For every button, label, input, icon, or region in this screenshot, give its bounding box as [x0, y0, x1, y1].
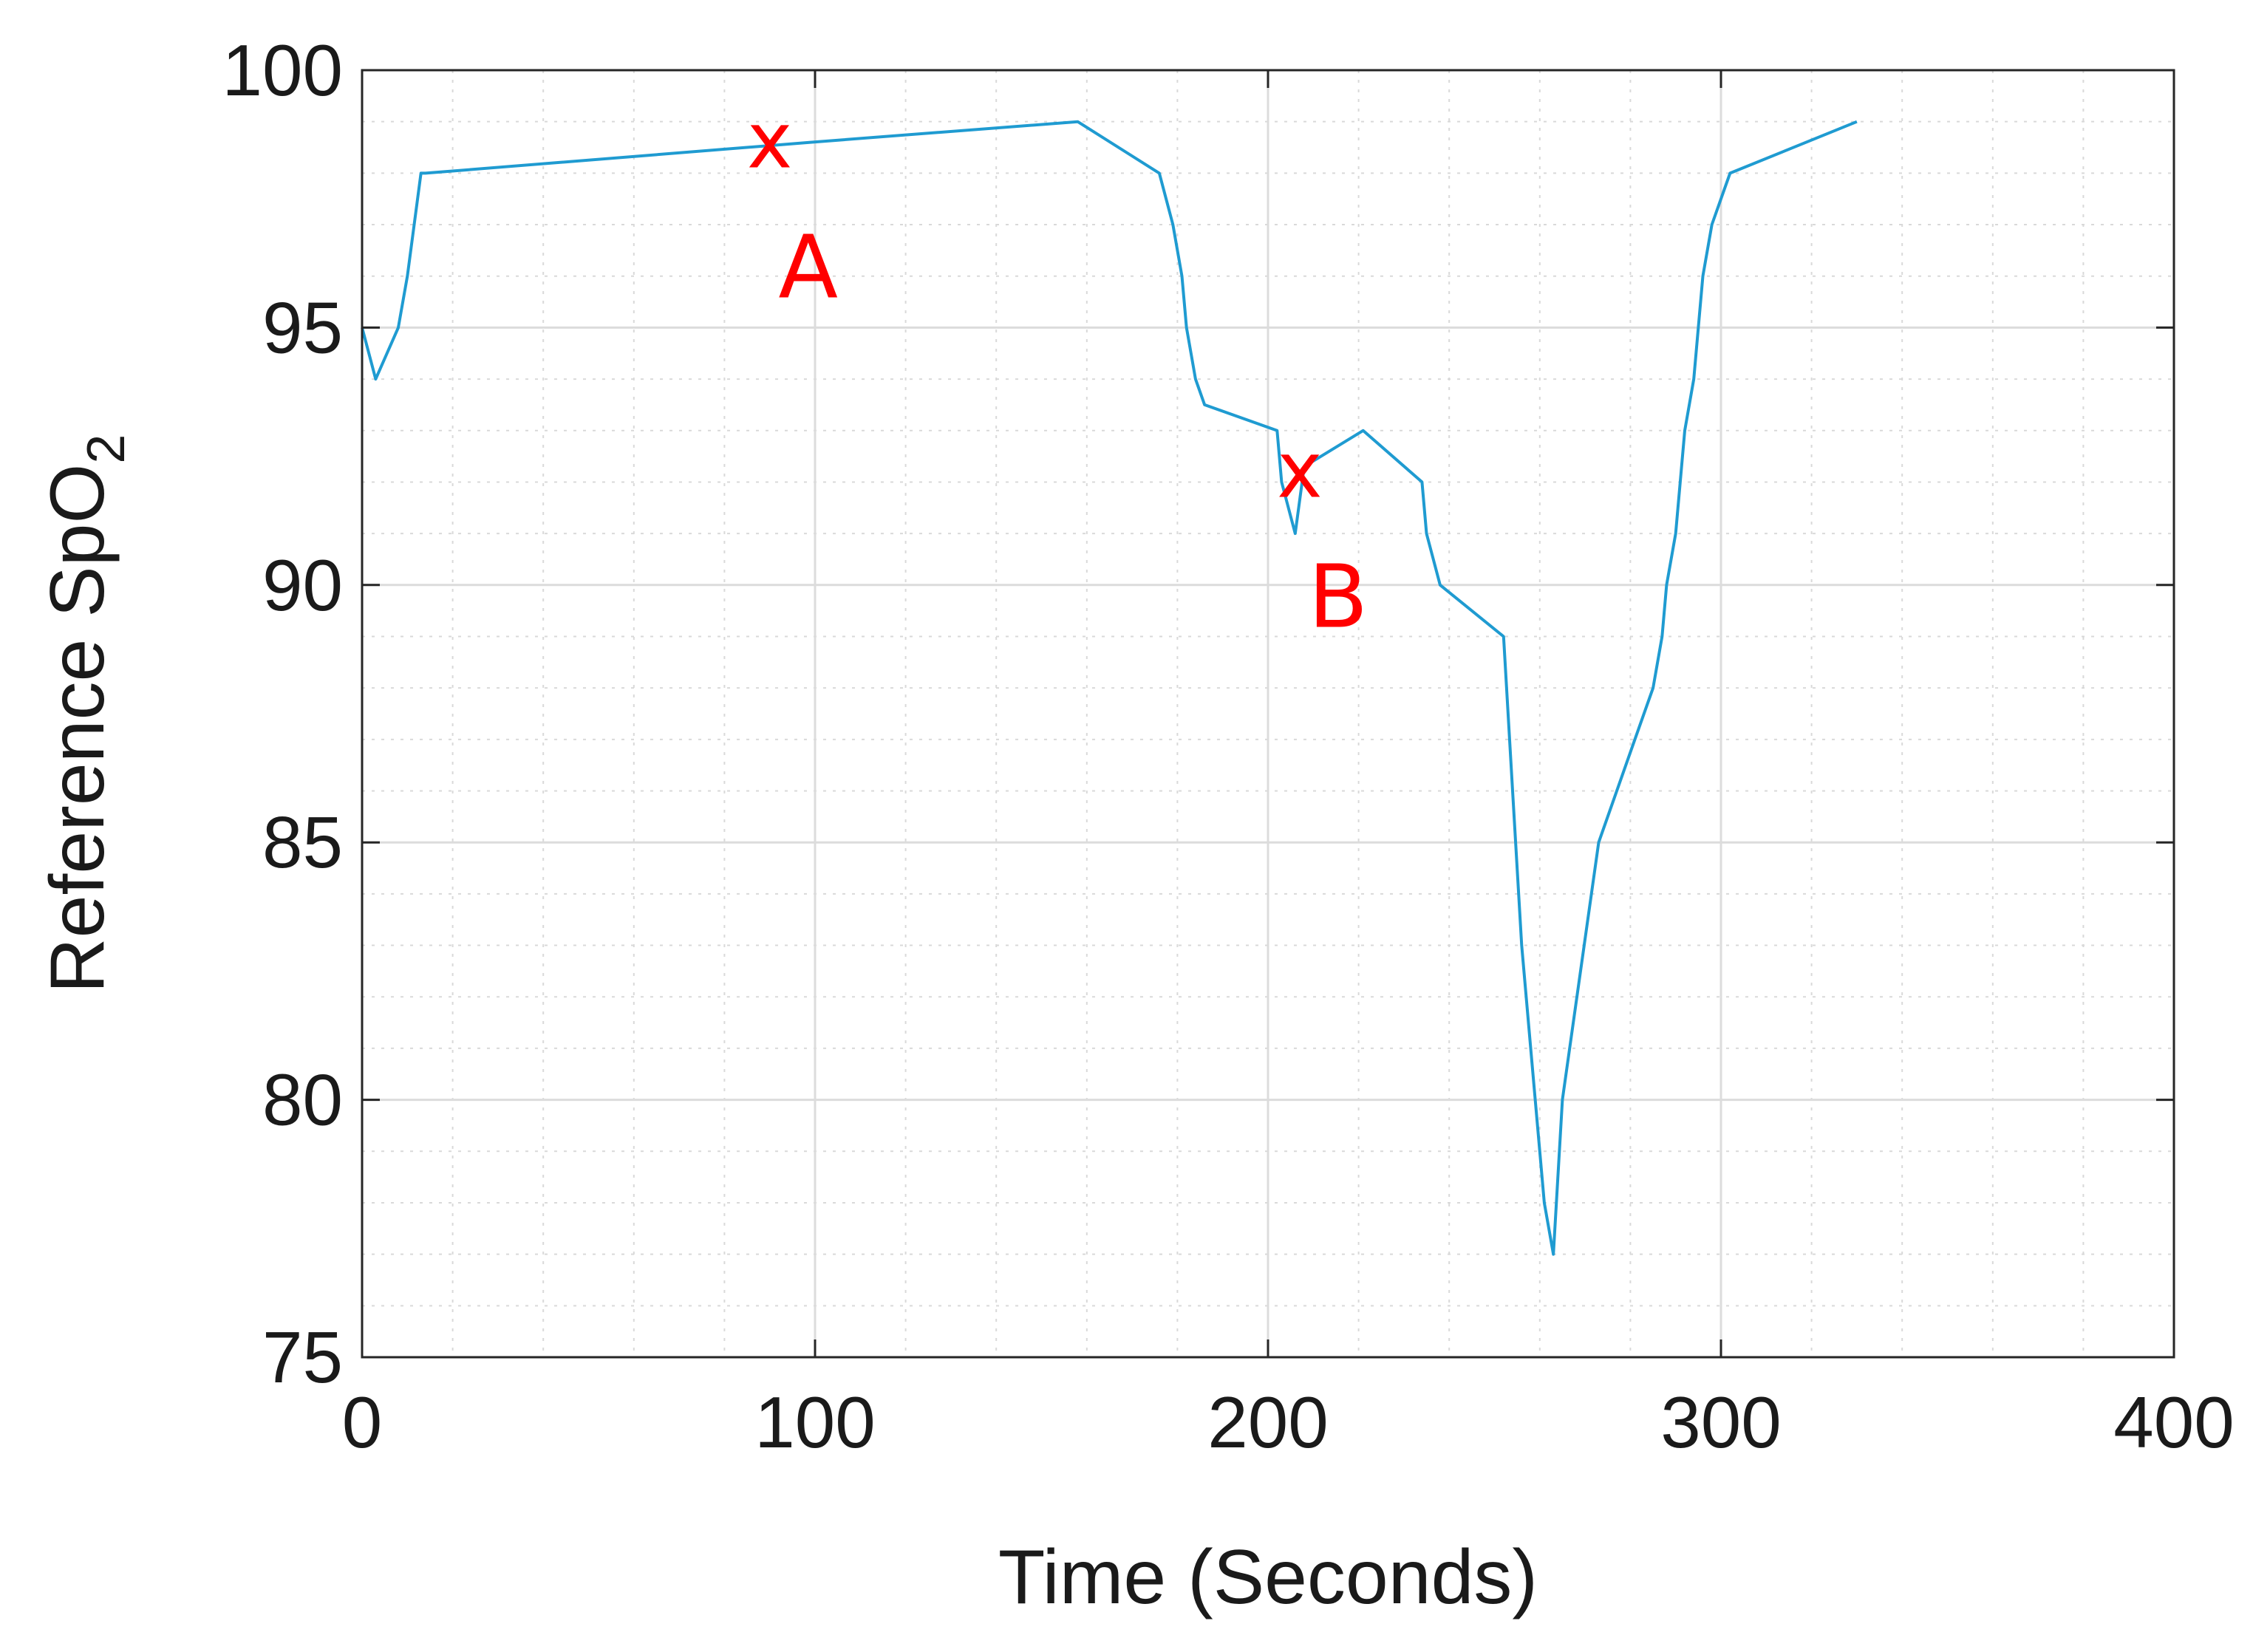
y-tick-label: 95 [262, 287, 343, 368]
x-axis-title: Time (Seconds) [998, 1535, 1538, 1620]
annotation-label: B [1308, 546, 1368, 648]
axis-ticks [361, 69, 2175, 1359]
y-axis-title-subscript: 2 [77, 434, 136, 464]
y-tick-label: 85 [262, 802, 343, 883]
x-tick-label: 100 [754, 1382, 876, 1463]
y-tick-label: 75 [262, 1317, 343, 1398]
y-axis-title: Reference SpO2 [35, 434, 136, 994]
x-tick-label: 400 [2113, 1382, 2235, 1463]
x-tick-label: 200 [1207, 1382, 1329, 1463]
y-tick-label: 80 [262, 1059, 343, 1141]
annotation-marker: x [1277, 426, 1323, 516]
spo2-series-line [361, 120, 1858, 1256]
major-gridlines [362, 70, 2174, 1357]
x-tick-label: 0 [342, 1382, 383, 1463]
tick-labels: 0 100 200 300 400 75 80 85 90 95 100 [222, 30, 2234, 1463]
y-tick-label: 100 [222, 30, 343, 111]
y-axis-title-main: Reference SpO [35, 464, 120, 994]
y-tick-label: 90 [262, 545, 343, 626]
x-tick-label: 300 [1660, 1382, 1782, 1463]
series-layer [361, 120, 1858, 1256]
annotation-marker: x [747, 96, 793, 186]
annotation-label: A [778, 216, 838, 318]
